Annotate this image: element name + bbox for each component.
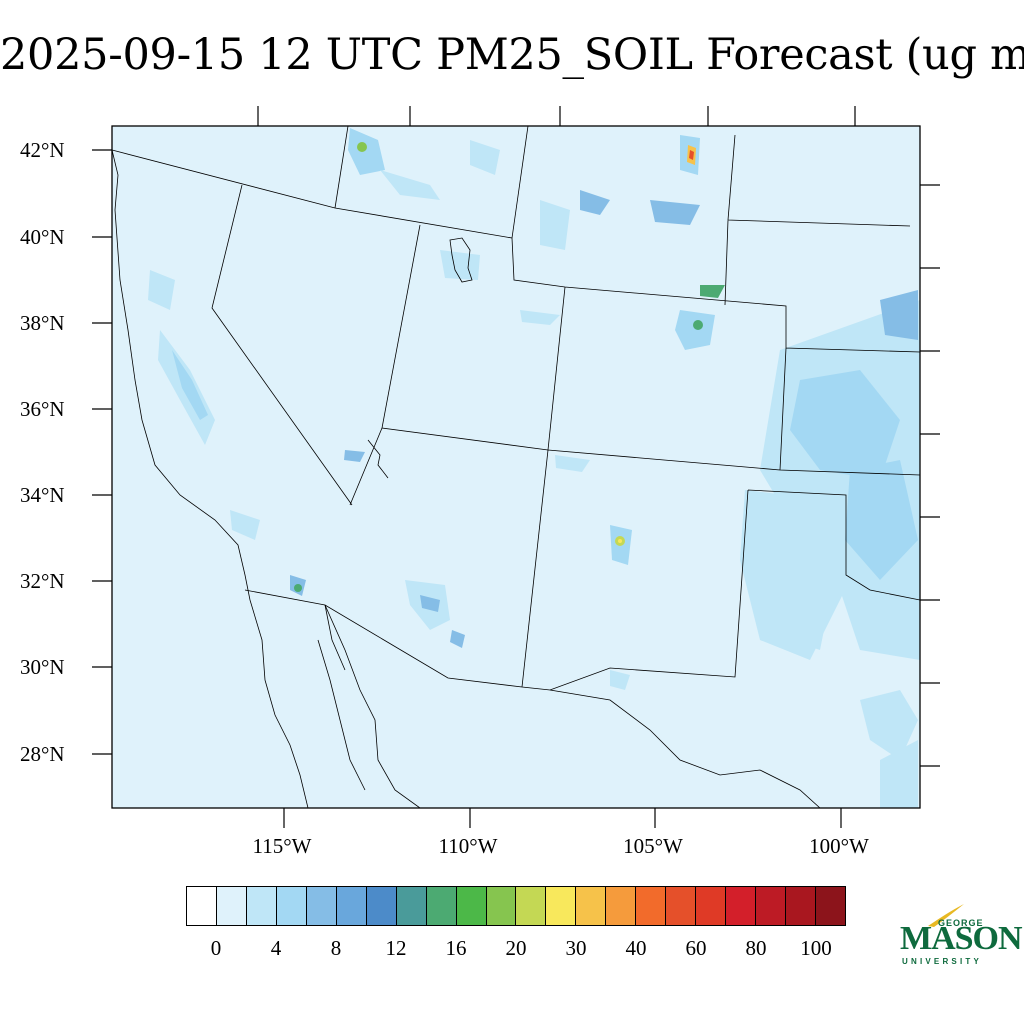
colorbar-label: 80 xyxy=(745,936,767,960)
lat-label-32: 32°N xyxy=(20,569,65,593)
colorbar-swatch xyxy=(576,887,607,925)
colorbar-swatch xyxy=(756,887,787,925)
colorbar-swatch xyxy=(816,887,845,925)
lat-label-34: 34°N xyxy=(20,483,65,507)
gulf-of-california xyxy=(317,604,366,791)
colorbar-swatch xyxy=(336,887,367,925)
lon-label-115: 115°W xyxy=(253,834,312,858)
george-mason-logo: GEORGE MASON UNIVERSITY xyxy=(896,900,1023,970)
colorbar-swatch xyxy=(606,887,637,925)
colorbar-swatch xyxy=(396,887,427,925)
colorbar-swatch xyxy=(366,887,397,925)
lat-label-36: 36°N xyxy=(20,397,65,421)
lon-label-100: 100°W xyxy=(809,834,869,858)
coastline xyxy=(112,149,821,808)
longitude-labels: 115°W 110°W 105°W 100°W xyxy=(253,834,870,858)
left-ticks xyxy=(92,149,112,755)
colorbar-label: 40 xyxy=(625,936,647,960)
logo-george: GEORGE xyxy=(938,918,984,928)
lat-label-28: 28°N xyxy=(20,742,65,766)
colorbar-swatch xyxy=(246,887,277,925)
concentration-field xyxy=(148,128,920,808)
top-ticks xyxy=(257,106,856,126)
colorbar-swatch xyxy=(276,887,307,925)
logo-mason: MASON xyxy=(900,920,1023,957)
state-boundaries xyxy=(112,126,920,691)
lon-label-110: 110°W xyxy=(439,834,498,858)
title-text: 2025-09-15 12 UTC PM25_SOIL Forecast (ug… xyxy=(0,30,1024,80)
colorbar-swatch xyxy=(546,887,577,925)
colorbar-swatch xyxy=(216,887,247,925)
colorbar-label: 4 xyxy=(270,936,282,960)
colorado-river xyxy=(367,439,389,479)
colorbar-label: 0 xyxy=(210,936,222,960)
great-salt-lake xyxy=(449,237,473,283)
colorbar-swatch xyxy=(636,887,667,925)
boundaries xyxy=(112,126,920,808)
colorbar-label: 60 xyxy=(685,936,707,960)
lat-label-30: 30°N xyxy=(20,655,65,679)
colorbar-label: 8 xyxy=(330,936,342,960)
colorbar-swatch xyxy=(726,887,757,925)
lon-label-105: 105°W xyxy=(623,834,683,858)
colorbar-label: 16 xyxy=(445,936,467,960)
logo-university: UNIVERSITY xyxy=(902,957,983,966)
bottom-ticks xyxy=(283,808,842,828)
colorbar-swatch xyxy=(426,887,457,925)
lat-label-42: 42°N xyxy=(20,138,65,162)
colorbar-swatch xyxy=(187,887,217,925)
colorbar-label: 100 xyxy=(800,936,832,960)
right-ticks xyxy=(920,184,940,767)
swoosh-icon xyxy=(928,904,964,927)
lat-label-40: 40°N xyxy=(20,225,65,249)
map-title: 2025-09-15 12 UTC PM25_SOIL Forecast (ug… xyxy=(0,30,1024,80)
colorbar-label: 12 xyxy=(385,936,407,960)
colorbar-label: 20 xyxy=(505,936,527,960)
colorbar-swatch xyxy=(666,887,697,925)
colorbar-swatch xyxy=(456,887,487,925)
lat-label-38: 38°N xyxy=(20,311,65,335)
colorbar-swatch xyxy=(786,887,817,925)
colorbar-swatch xyxy=(696,887,727,925)
map-frame xyxy=(111,125,921,809)
colorbar-label: 30 xyxy=(565,936,587,960)
colorbar-swatch xyxy=(306,887,337,925)
latitude-labels: 42°N 40°N 38°N 36°N 34°N 32°N 30°N 28°N xyxy=(20,138,65,766)
colorbar xyxy=(186,886,846,926)
colorbar-swatch xyxy=(516,887,547,925)
colorbar-swatch xyxy=(486,887,517,925)
